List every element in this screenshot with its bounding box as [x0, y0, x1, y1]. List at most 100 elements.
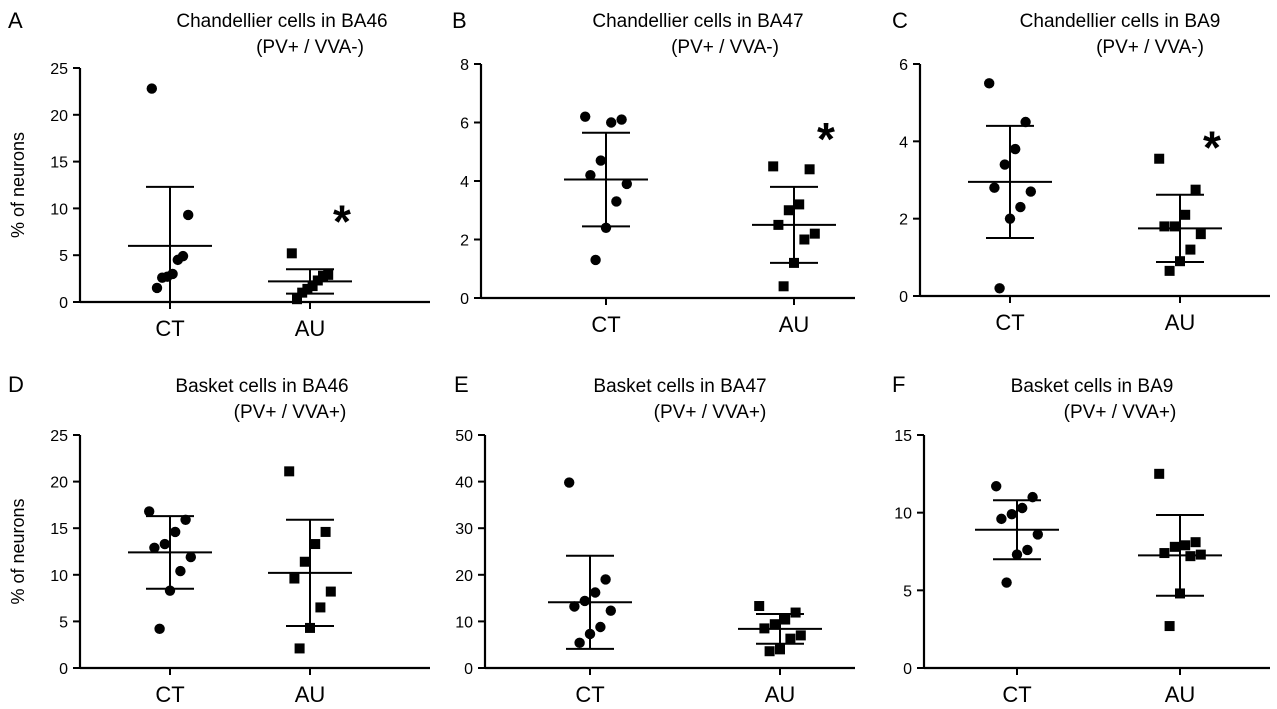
- data-point-square: [310, 539, 321, 550]
- data-point-circle: [989, 182, 1000, 193]
- x-category-label: AU: [1165, 682, 1196, 707]
- data-point-square: [292, 294, 302, 305]
- y-tick-label: 20: [455, 568, 473, 585]
- series-au: [1138, 153, 1222, 276]
- chart-title: Chandellier cells in BA46: [176, 11, 387, 32]
- y-tick-label: 4: [899, 134, 908, 151]
- y-tick-label: 10: [455, 614, 473, 631]
- data-point-circle: [999, 159, 1010, 170]
- panel-letter: E: [454, 372, 469, 397]
- chart-subtitle: (PV+ / VVA-): [256, 37, 364, 58]
- data-point-circle: [183, 209, 194, 221]
- series-au: [268, 248, 352, 305]
- data-point-square: [764, 646, 775, 657]
- y-tick-label: 25: [50, 61, 68, 78]
- data-point-square: [1159, 221, 1170, 232]
- chart-title: Basket cells in BA47: [593, 376, 766, 397]
- data-point-circle: [611, 196, 622, 207]
- data-point-circle: [991, 481, 1002, 492]
- data-point-square: [315, 602, 326, 613]
- data-point-square: [1180, 540, 1191, 551]
- y-tick-label: 5: [59, 614, 68, 631]
- data-point-square: [1185, 244, 1196, 255]
- data-point-square: [302, 283, 313, 294]
- data-point-circle: [180, 514, 191, 526]
- y-tick-label: 10: [894, 506, 912, 523]
- data-point-square: [790, 607, 801, 618]
- chart-subtitle: (PV+ / VVA+): [1064, 402, 1177, 423]
- y-tick-label: 30: [455, 521, 473, 538]
- data-point-circle: [595, 621, 606, 633]
- data-point-circle: [1025, 186, 1037, 197]
- panel-letter: B: [452, 8, 467, 33]
- data-point-square: [809, 228, 820, 239]
- data-point-circle: [996, 513, 1007, 525]
- data-point-circle: [585, 169, 596, 181]
- data-point-circle: [621, 178, 632, 190]
- chart-title: Basket cells in BA9: [1011, 376, 1174, 397]
- data-point-circle: [146, 83, 157, 94]
- data-point-circle: [1022, 544, 1033, 556]
- data-point-circle: [185, 551, 196, 563]
- data-point-circle: [579, 595, 590, 607]
- y-tick-label: 4: [460, 174, 469, 191]
- data-point-circle: [564, 477, 575, 488]
- y-tick-label: 0: [464, 661, 473, 678]
- data-point-circle: [157, 272, 168, 283]
- data-point-square: [769, 619, 780, 630]
- data-point-square: [1159, 548, 1170, 559]
- data-point-square: [794, 199, 805, 210]
- chart-title: Chandellier cells in BA47: [592, 11, 803, 32]
- x-category-label: CT: [995, 310, 1024, 335]
- data-point-circle: [1017, 502, 1028, 514]
- chart-subtitle: (PV+ / VVA+): [234, 402, 347, 423]
- data-point-circle: [590, 587, 601, 598]
- y-tick-label: 6: [899, 57, 908, 74]
- data-point-circle: [1001, 577, 1012, 588]
- data-point-circle: [590, 254, 601, 266]
- panel-letter: A: [8, 8, 23, 33]
- data-point-circle: [175, 565, 186, 577]
- data-point-circle: [574, 637, 585, 649]
- data-point-circle: [149, 542, 160, 553]
- chart-panel-f: F Basket cells in BA9 (PV+ / VVA+) 0 5 10 15 CT…: [892, 372, 1270, 707]
- series-ct: [975, 481, 1059, 588]
- x-category-label: CT: [155, 316, 184, 341]
- data-point-square: [804, 164, 815, 175]
- chart-panel-b: B Chandellier cells in BA47 (PV+ / VVA-) 0 2…: [452, 8, 855, 337]
- y-tick-label: 20: [50, 475, 68, 492]
- significance-asterisk: *: [333, 195, 351, 247]
- data-point-square: [1169, 541, 1180, 552]
- y-tick-label: 2: [460, 233, 469, 250]
- chart-title: Chandellier cells in BA9: [1020, 11, 1221, 32]
- data-point-circle: [1032, 529, 1044, 540]
- data-point-square: [307, 281, 318, 292]
- y-tick-label: 10: [50, 201, 68, 218]
- x-category-label: AU: [779, 312, 810, 337]
- data-point-circle: [154, 623, 165, 635]
- series-au: [1138, 468, 1222, 632]
- panel-letter: F: [892, 372, 905, 397]
- series-ct: [128, 506, 212, 635]
- chart-subtitle: (PV+ / VVA-): [671, 37, 779, 58]
- data-point-square: [1180, 209, 1191, 220]
- data-point-circle: [1010, 143, 1021, 155]
- data-point-square: [768, 161, 779, 172]
- series-ct: [548, 477, 632, 650]
- y-axis-label: % of neurons: [8, 132, 28, 238]
- y-tick-label: 0: [460, 291, 469, 308]
- x-category-label: CT: [1002, 682, 1031, 707]
- data-point-square: [325, 586, 336, 597]
- y-axis-label: % of neurons: [8, 498, 28, 604]
- data-point-square: [320, 526, 331, 537]
- data-point-square: [1164, 265, 1175, 276]
- significance-asterisk: *: [817, 113, 835, 165]
- data-point-square: [780, 614, 791, 625]
- y-tick-label: 15: [894, 428, 912, 445]
- y-tick-label: 0: [59, 295, 68, 312]
- y-tick-label: 15: [50, 155, 68, 172]
- y-tick-label: 50: [455, 428, 473, 445]
- y-tick-label: 0: [903, 661, 912, 678]
